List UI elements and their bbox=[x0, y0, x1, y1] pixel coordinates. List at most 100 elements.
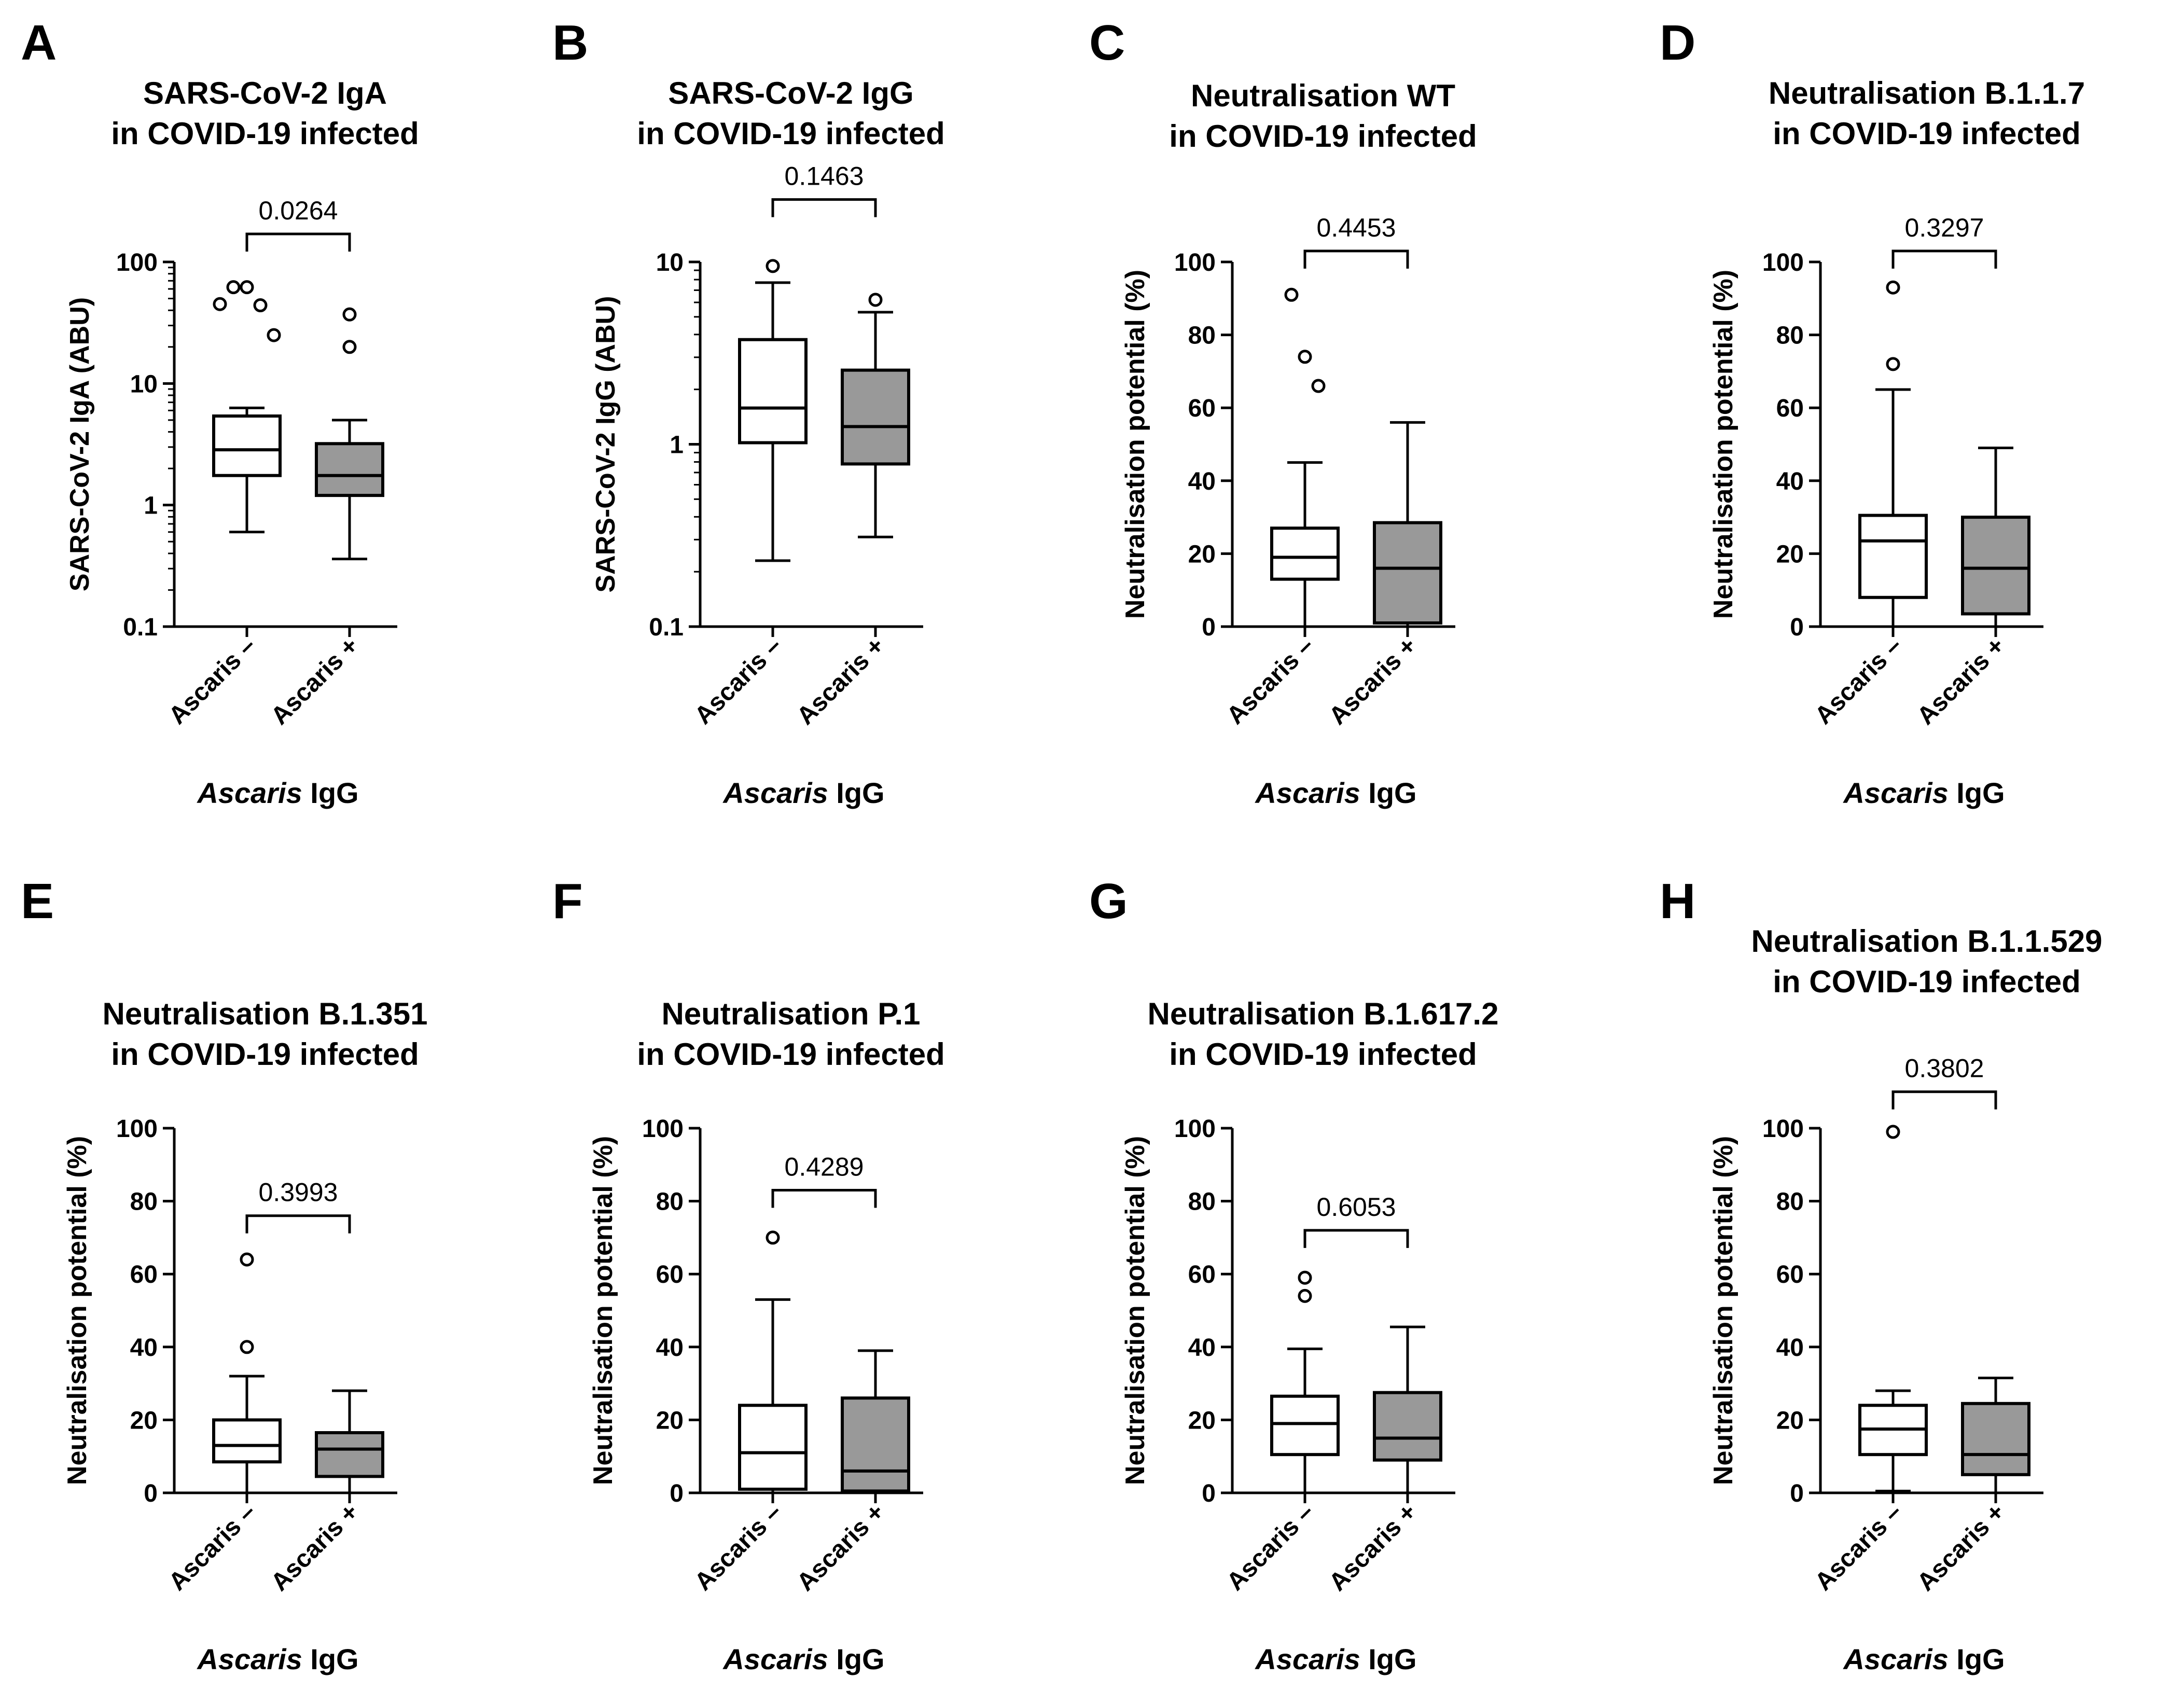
x-tick-label: Ascaris – bbox=[1810, 632, 1907, 729]
y-tick-label: 60 bbox=[130, 1261, 158, 1288]
y-tick-label: 80 bbox=[130, 1188, 158, 1216]
box-iqr bbox=[315, 442, 384, 497]
chart-title-line: in COVID-19 infected bbox=[1169, 119, 1477, 154]
chart-title-line: in COVID-19 infected bbox=[1773, 964, 2080, 999]
panel-h: H Neutralisation B.1.1.529 in COVID-19 inf… bbox=[1660, 874, 2102, 1675]
box-iqr bbox=[1373, 521, 1442, 625]
y-tick-label: 80 bbox=[656, 1188, 684, 1216]
y-tick-label: 0 bbox=[1790, 1480, 1804, 1507]
y-tick-label: 20 bbox=[130, 1407, 158, 1434]
panel-letter: B bbox=[552, 15, 588, 71]
chart-title-line: in COVID-19 infected bbox=[1169, 1037, 1477, 1072]
x-axis-label-italic: Ascaris bbox=[722, 777, 828, 809]
p-value-label: 0.3297 bbox=[1905, 213, 1984, 242]
y-tick-label: 80 bbox=[1188, 1188, 1216, 1216]
x-axis-label: Ascaris IgG bbox=[722, 777, 884, 809]
outlier-point bbox=[766, 1230, 780, 1245]
significance-bracket bbox=[1891, 250, 1997, 269]
chart-title-line: Neutralisation P.1 bbox=[661, 996, 920, 1031]
y-tick-label: 40 bbox=[1188, 1334, 1216, 1362]
x-axis-label-rest: IgG bbox=[1949, 777, 2005, 809]
box-ascaris-negative bbox=[1270, 1270, 1340, 1494]
x-tick-label: Ascaris + bbox=[1324, 1498, 1422, 1596]
y-tick-label: 60 bbox=[1776, 395, 1804, 422]
box-iqr bbox=[1961, 516, 2030, 616]
outlier-point bbox=[766, 259, 780, 273]
chart-title-line: Neutralisation WT bbox=[1191, 78, 1455, 113]
y-tick-label: 100 bbox=[1174, 1115, 1216, 1143]
box-ascaris-negative bbox=[1858, 1125, 1928, 1492]
y-tick-label: 100 bbox=[116, 249, 158, 276]
box-iqr bbox=[738, 338, 808, 445]
outlier-point bbox=[253, 298, 268, 313]
box-iqr bbox=[1270, 1394, 1340, 1457]
significance-bracket bbox=[1891, 1090, 1997, 1110]
outlier-point bbox=[1298, 1270, 1312, 1285]
y-axis-label: Neutralisation potential (%) bbox=[1708, 1136, 1738, 1485]
box-ascaris-positive bbox=[1373, 1325, 1442, 1494]
panel-e: E Neutralisation B.1.351 in COVID-19 infec… bbox=[21, 874, 427, 1675]
y-tick-label: 0 bbox=[1790, 614, 1804, 641]
box-ascaris-positive bbox=[315, 1389, 384, 1494]
panel-letter: H bbox=[1660, 874, 1695, 929]
chart-title-line: in COVID-19 infected bbox=[637, 1037, 944, 1072]
y-tick-label: 40 bbox=[130, 1334, 158, 1362]
y-tick-label: 100 bbox=[642, 1115, 684, 1143]
x-axis-label-rest: IgG bbox=[302, 1643, 359, 1675]
chart-title-line: SARS-CoV-2 IgA bbox=[143, 76, 387, 110]
x-tick-label: Ascaris – bbox=[1810, 1498, 1907, 1596]
significance-bracket bbox=[771, 198, 877, 217]
significance-bracket bbox=[771, 1189, 877, 1208]
box-iqr bbox=[1270, 526, 1340, 581]
x-axis-label-italic: Ascaris bbox=[196, 1643, 302, 1675]
chart-title-line: in COVID-19 infected bbox=[637, 116, 944, 151]
x-axis-label: Ascaris IgG bbox=[722, 1643, 884, 1675]
panel-f: F Neutralisation P.1 in COVID-19 infected 0… bbox=[552, 874, 945, 1675]
box-ascaris-negative bbox=[738, 1230, 808, 1494]
box-iqr bbox=[212, 414, 282, 477]
panel-g: G Neutralisation B.1.617.2 in COVID-19 inf… bbox=[1089, 874, 1498, 1675]
y-tick-label: 20 bbox=[1776, 1407, 1804, 1434]
x-axis-label-rest: IgG bbox=[1360, 1643, 1417, 1675]
y-tick-label: 80 bbox=[1776, 322, 1804, 350]
y-tick-label: 0 bbox=[670, 1480, 684, 1507]
y-tick-label: 40 bbox=[1776, 468, 1804, 495]
panel-b: B SARS-CoV-2 IgG in COVID-19 infected 0.1 1 1… bbox=[552, 15, 945, 809]
x-axis-label: Ascaris IgG bbox=[1254, 1643, 1416, 1675]
p-value-label: 0.1463 bbox=[785, 162, 864, 191]
y-tick-label: 0.1 bbox=[123, 614, 158, 641]
box-iqr bbox=[841, 1396, 910, 1493]
x-axis-label-italic: Ascaris bbox=[196, 777, 302, 809]
y-tick-label: 60 bbox=[1188, 395, 1216, 422]
significance-bracket bbox=[1303, 1229, 1409, 1248]
y-tick-label: 40 bbox=[656, 1334, 684, 1362]
y-tick-label: 60 bbox=[656, 1261, 684, 1288]
outlier-point bbox=[240, 1340, 254, 1354]
panel-letter: F bbox=[552, 874, 583, 929]
x-axis-label: Ascaris IgG bbox=[196, 1643, 358, 1675]
p-value-label: 0.3802 bbox=[1905, 1054, 1984, 1083]
y-axis-label: Neutralisation potential (%) bbox=[1120, 1136, 1150, 1485]
chart-title-line: Neutralisation B.1.351 bbox=[103, 996, 428, 1031]
box-iqr bbox=[841, 368, 910, 466]
x-axis-label-italic: Ascaris bbox=[1254, 777, 1360, 809]
y-tick-label: 0 bbox=[1202, 1480, 1216, 1507]
significance-bracket bbox=[245, 232, 351, 252]
x-tick-label: Ascaris – bbox=[689, 632, 787, 729]
y-tick-label: 0.1 bbox=[649, 614, 684, 641]
chart-title-line: Neutralisation B.1.617.2 bbox=[1148, 996, 1499, 1031]
y-tick-label: 100 bbox=[1762, 249, 1804, 276]
outlier-point bbox=[868, 293, 883, 307]
outlier-point bbox=[1886, 280, 1900, 295]
y-tick-label: 20 bbox=[1188, 540, 1216, 568]
outlier-point bbox=[342, 307, 357, 322]
box-iqr bbox=[1373, 1391, 1442, 1462]
panel-d: D Neutralisation B.1.1.7 in COVID-19 infec… bbox=[1660, 15, 2085, 809]
x-axis-label-rest: IgG bbox=[828, 1643, 885, 1675]
x-axis-label: Ascaris IgG bbox=[1254, 777, 1416, 809]
chart-title-line: in COVID-19 infected bbox=[1773, 116, 2080, 151]
y-tick-label: 0 bbox=[1202, 614, 1216, 641]
y-tick-label: 20 bbox=[656, 1407, 684, 1434]
p-value-label: 0.4289 bbox=[785, 1153, 864, 1182]
